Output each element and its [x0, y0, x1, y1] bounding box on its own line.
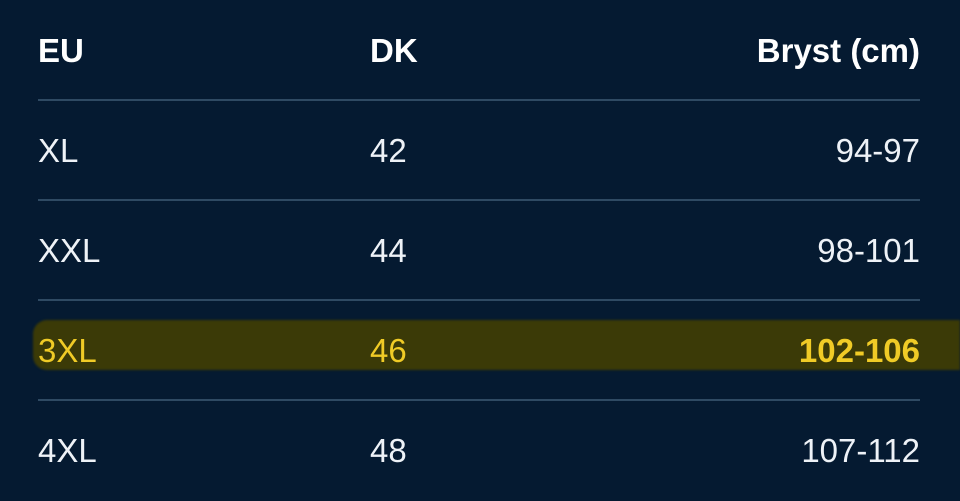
row-divider — [38, 299, 920, 301]
row-divider — [38, 99, 920, 101]
cell-dk: 44 — [370, 231, 407, 269]
table-header-row: EU DK Bryst (cm) — [38, 0, 920, 100]
cell-bryst: 98-101 — [817, 231, 920, 269]
table-row[interactable]: 4XL 48 107-112 — [38, 400, 920, 500]
cell-bryst: 107-112 — [801, 431, 920, 469]
cell-dk: 48 — [370, 431, 407, 469]
cell-eu: 4XL — [38, 431, 97, 469]
cell-dk: 42 — [370, 131, 407, 169]
table-row[interactable]: XXL 44 98-101 — [38, 200, 920, 300]
cell-eu: XXL — [38, 231, 101, 269]
cell-bryst: 94-97 — [835, 131, 920, 169]
table-row-selected[interactable]: 3XL 46 102-106 — [38, 300, 920, 400]
cell-eu: 3XL — [38, 331, 97, 369]
column-header-eu: EU — [38, 31, 84, 69]
row-divider — [38, 399, 920, 401]
table-row[interactable]: XL 42 94-97 — [38, 100, 920, 200]
selected-row-highlight — [33, 320, 960, 370]
cell-bryst: 102-106 — [798, 331, 920, 369]
cell-eu: XL — [38, 131, 79, 169]
row-divider — [38, 199, 920, 201]
cell-dk: 46 — [370, 331, 407, 369]
column-header-bryst: Bryst (cm) — [756, 31, 920, 69]
column-header-dk: DK — [370, 31, 418, 69]
